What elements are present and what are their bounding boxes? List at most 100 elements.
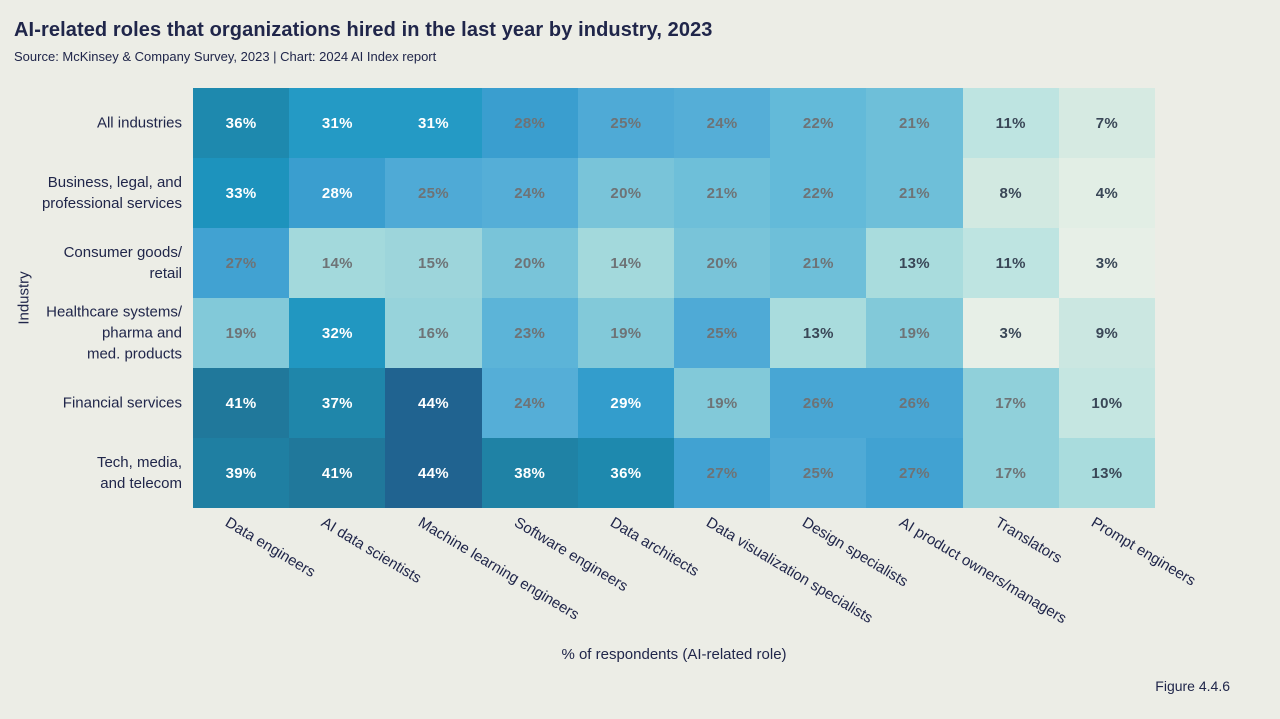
cell-value: 21% xyxy=(706,184,738,202)
cell-value: 14% xyxy=(610,254,642,272)
heatmap-cell: 24% xyxy=(673,88,771,158)
heatmap-cell: 21% xyxy=(770,228,867,298)
heatmap-grid: 36% 31% 31% 28% 25% 24% 22% 21% 11% 7% 33% 28% 25% 24… xyxy=(193,88,1155,508)
heatmap-cell: 14% xyxy=(289,228,386,298)
x-tick-label: Data architects xyxy=(607,514,702,581)
cell-value: 16% xyxy=(418,324,449,342)
heatmap-cell: 20% xyxy=(673,228,771,298)
heatmap-cell: 3% xyxy=(962,298,1059,368)
cell-value: 41% xyxy=(225,394,257,412)
heatmap-cell: 41% xyxy=(289,438,386,508)
y-tick-label: Business, legal, and professional servic… xyxy=(41,174,182,212)
heatmap-cell: 27% xyxy=(193,228,290,298)
heatmap-cell: 22% xyxy=(770,88,867,158)
y-axis-tick-labels: All industries Business, legal, and profe… xyxy=(0,88,190,508)
cell-value: 32% xyxy=(321,324,353,342)
cell-value: 28% xyxy=(321,184,353,202)
cell-value: 19% xyxy=(899,324,930,342)
heatmap-cell: 27% xyxy=(673,438,771,508)
heatmap-cell: 13% xyxy=(770,298,867,368)
cell-value: 41% xyxy=(321,464,353,482)
heatmap-cell: 28% xyxy=(481,88,578,158)
cell-value: 44% xyxy=(418,394,449,412)
heatmap-cell: 25% xyxy=(577,88,674,158)
cell-value: 15% xyxy=(418,254,449,272)
cell-value: 31% xyxy=(418,114,449,132)
cell-value: 24% xyxy=(706,114,738,132)
cell-value: 22% xyxy=(802,114,834,132)
heatmap-cell: 3% xyxy=(1058,228,1155,298)
x-tick-label: Translators xyxy=(991,514,1065,567)
heatmap-cell: 25% xyxy=(770,438,867,508)
heatmap-cell: 14% xyxy=(577,228,674,298)
cell-value: 44% xyxy=(418,464,449,482)
heatmap-cell: 11% xyxy=(962,228,1059,298)
figure-number: Figure 4.4.6 xyxy=(1155,678,1230,694)
cell-value: 25% xyxy=(610,114,642,132)
cell-value: 25% xyxy=(706,324,738,342)
cell-value: 13% xyxy=(1091,464,1123,482)
cell-value: 26% xyxy=(802,394,834,412)
cell-value: 7% xyxy=(1095,114,1119,132)
heatmap-cell: 10% xyxy=(1058,368,1155,438)
cell-value: 25% xyxy=(418,184,449,202)
cell-value: 3% xyxy=(999,324,1022,342)
cell-value: 28% xyxy=(514,114,546,132)
cell-value: 3% xyxy=(1095,254,1119,272)
cell-value: 22% xyxy=(802,184,834,202)
cell-value: 20% xyxy=(706,254,738,272)
heatmap-cell: 13% xyxy=(1058,438,1155,508)
y-tick-label: Healthcare systems/ pharma and med. prod… xyxy=(46,303,182,363)
cell-value: 23% xyxy=(514,324,546,342)
heatmap-cell: 27% xyxy=(866,438,963,508)
heatmap-cell: 44% xyxy=(385,368,482,438)
cell-value: 33% xyxy=(225,184,257,202)
heatmap-cell: 28% xyxy=(289,158,386,228)
heatmap-cell: 20% xyxy=(577,158,674,228)
cell-value: 26% xyxy=(899,394,930,412)
cell-value: 36% xyxy=(610,464,642,482)
heatmap-cell: 41% xyxy=(193,368,290,438)
cell-value: 21% xyxy=(899,114,930,132)
cell-value: 19% xyxy=(610,324,642,342)
cell-value: 20% xyxy=(610,184,642,202)
cell-value: 21% xyxy=(899,184,930,202)
x-tick-label: AI product owners/managers xyxy=(895,514,1069,628)
heatmap-cell: 24% xyxy=(481,368,578,438)
heatmap-cell: 13% xyxy=(866,228,963,298)
heatmap-cell: 19% xyxy=(193,298,290,368)
heatmap-cell: 15% xyxy=(385,228,482,298)
x-tick-label: Machine learning engineers xyxy=(414,514,582,624)
x-tick-label: Design specialists xyxy=(799,514,912,591)
heatmap-cell: 29% xyxy=(577,368,674,438)
x-axis-title: % of respondents (AI-related role) xyxy=(561,646,787,663)
heatmap-cell: 9% xyxy=(1058,298,1155,368)
heatmap-cell: 25% xyxy=(385,158,482,228)
cell-value: 19% xyxy=(225,324,257,342)
x-tick-label: Data visualization specialists xyxy=(703,514,876,627)
heatmap-cell: 24% xyxy=(481,158,578,228)
x-tick-label: Software engineers xyxy=(510,514,631,596)
cell-value: 27% xyxy=(899,464,930,482)
heatmap-cell: 17% xyxy=(962,368,1059,438)
cell-value: 39% xyxy=(225,464,257,482)
heatmap-cell: 33% xyxy=(193,158,290,228)
heatmap-cell: 25% xyxy=(673,298,771,368)
heatmap-cell: 19% xyxy=(577,298,674,368)
heatmap-cell: 21% xyxy=(866,158,963,228)
cell-value: 19% xyxy=(706,394,738,412)
cell-value: 8% xyxy=(999,184,1022,202)
y-tick-label: Financial services xyxy=(62,394,182,412)
heatmap-cell: 32% xyxy=(289,298,386,368)
heatmap-cell: 36% xyxy=(577,438,674,508)
x-tick-label: AI data scientists xyxy=(318,514,425,587)
cell-value: 11% xyxy=(995,114,1026,132)
y-tick-label: Tech, media, and telecom xyxy=(96,454,182,492)
cell-value: 37% xyxy=(321,394,353,412)
heatmap-cell: 36% xyxy=(193,88,290,158)
heatmap-cell: 26% xyxy=(770,368,867,438)
y-tick-label: Consumer goods/ retail xyxy=(63,244,182,282)
cell-value: 24% xyxy=(514,184,546,202)
x-tick-label: Data engineers xyxy=(222,514,319,581)
